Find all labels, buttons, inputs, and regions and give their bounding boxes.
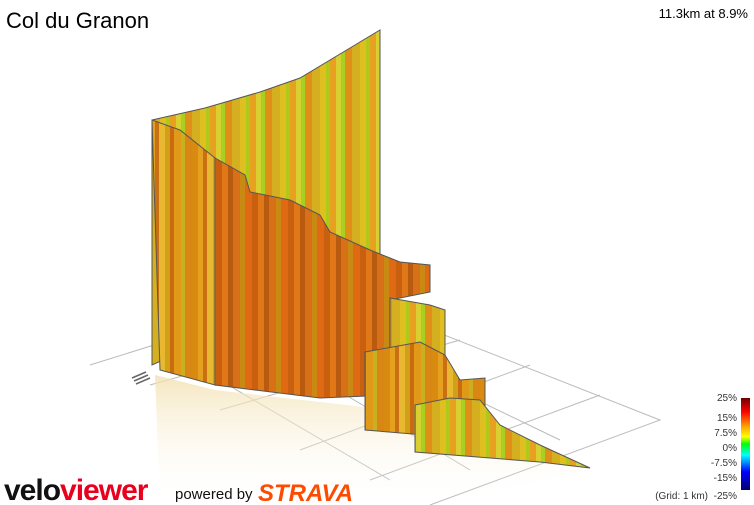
- powered-by: powered by: [175, 486, 253, 503]
- strava-logo: STRAVA: [258, 480, 353, 505]
- scale-label: 25%: [717, 393, 737, 404]
- profile-wall: [414, 397, 591, 469]
- north-arrow: [131, 371, 151, 385]
- scale-label: -7.5%: [711, 458, 737, 469]
- stats: 11.3km at 8.9%: [659, 6, 749, 21]
- scale-label: 7.5%: [714, 428, 737, 439]
- title: Col du Granon: [6, 8, 149, 33]
- scale-label: -25%: [714, 491, 737, 502]
- brand-logo: veloviewer: [4, 474, 149, 505]
- profile-wall: [214, 157, 431, 399]
- brand-viewer: viewer: [60, 474, 149, 505]
- scale-label: -15%: [714, 473, 737, 484]
- brand-velo: velo: [4, 474, 61, 505]
- scale-label: 15%: [717, 413, 737, 424]
- grid-note: (Grid: 1 km): [655, 491, 708, 502]
- profile-wall: [151, 119, 216, 386]
- reflection: [155, 375, 590, 505]
- scale-label: 0%: [723, 443, 738, 454]
- color-scale: [741, 398, 750, 490]
